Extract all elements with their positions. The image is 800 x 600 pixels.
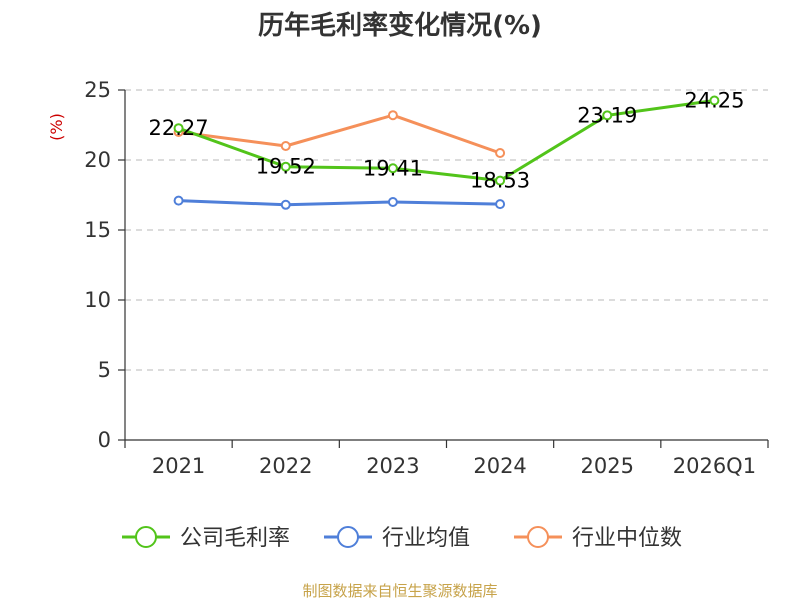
x-tick-label: 2023: [366, 454, 419, 478]
legend-label: 行业均值: [382, 526, 470, 551]
series-line: [178, 99, 715, 183]
data-label: 19.41: [363, 156, 423, 180]
y-tick-label: 15: [84, 218, 111, 242]
y-tick-label: 5: [98, 358, 111, 382]
data-label: 24.25: [684, 89, 744, 113]
legend-marker: [135, 526, 157, 548]
y-tick-label: 20: [84, 148, 111, 172]
legend-marker: [527, 526, 549, 548]
y-axis-label: (%): [47, 113, 66, 141]
grid-lines: [125, 89, 768, 371]
data-label: 22.27: [149, 116, 209, 140]
legend: 公司毛利率 行业均值 行业中位数: [122, 526, 682, 551]
data-point: [280, 161, 291, 172]
series-line: [178, 199, 501, 207]
data-labels: 22.27 19.52 19.41 18.53 23.19 24.25: [149, 89, 745, 193]
chart-title: 历年毛利率变化情况(%): [258, 10, 542, 41]
x-tick-label: 2024: [473, 454, 526, 478]
legend-label: 公司毛利率: [180, 526, 290, 551]
x-tick-label: 2026Q1: [673, 454, 756, 478]
series-line: [178, 113, 501, 155]
data-point: [495, 175, 506, 186]
source-note: 制图数据来自恒生聚源数据库: [302, 582, 497, 600]
data-point: [387, 110, 398, 121]
data-point: [173, 195, 184, 206]
data-label: 19.52: [256, 155, 316, 179]
y-tick-label: 10: [84, 288, 111, 312]
data-point: [495, 148, 506, 158]
data-point: [495, 199, 506, 210]
data-point: [387, 163, 398, 174]
legend-marker: [337, 526, 359, 548]
x-tick-label: 2025: [581, 454, 634, 478]
x-tick-label: 2021: [152, 454, 205, 478]
data-point: [280, 141, 291, 151]
data-point: [173, 123, 184, 134]
series-lines: [173, 95, 720, 210]
data-point: [602, 110, 613, 121]
x-tick-label: 2022: [259, 454, 312, 478]
data-label: 18.53: [470, 169, 530, 193]
y-tick-label: 25: [84, 78, 111, 102]
data-point: [387, 197, 398, 207]
data-point: [280, 199, 291, 210]
data-point: [709, 95, 720, 106]
legend-label: 行业中位数: [572, 526, 682, 551]
data-label: 23.19: [577, 103, 637, 127]
y-tick-label: 0: [98, 428, 111, 452]
